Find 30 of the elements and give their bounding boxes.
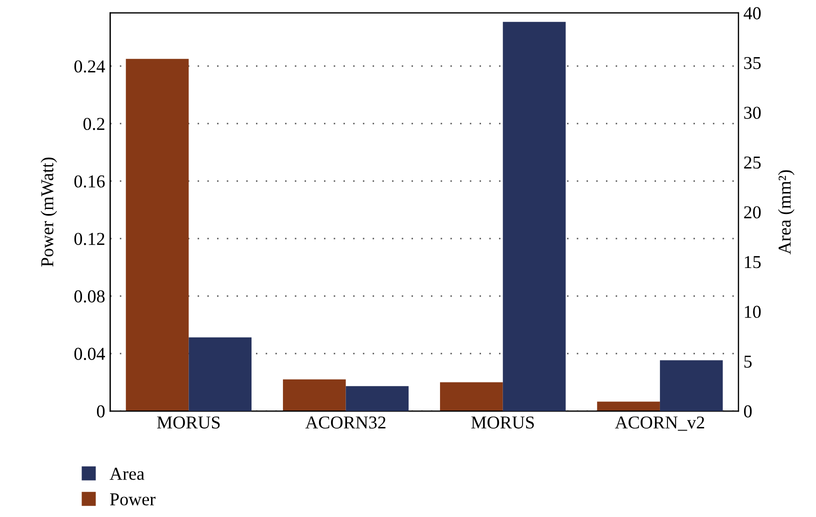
y2-tick-label: 0: [744, 405, 752, 418]
y2-axis-title: Area (mm²): [778, 170, 794, 254]
bar: [597, 402, 660, 412]
y2-tick-label: 20: [744, 206, 761, 218]
y2-tick-label: 5: [744, 356, 752, 368]
y2-tick-label: 25: [744, 156, 761, 169]
x-tick-label: ACORN_v2: [614, 416, 704, 431]
y2-tick-label: 35: [744, 56, 761, 70]
y-tick-label: 0: [96, 405, 105, 418]
legend-label: Power: [110, 493, 156, 506]
y-tick-label: 0.16: [74, 175, 105, 188]
y-tick-label: 0.24: [74, 60, 106, 73]
y-tick-label: 0.08: [74, 290, 105, 303]
y2-tick-label: 10: [744, 306, 761, 318]
y-axis-title: Power (mWatt): [40, 158, 58, 267]
x-tick-label: MORUS: [471, 416, 534, 429]
y-tick-label: 0.2: [83, 118, 104, 130]
bar: [440, 382, 503, 412]
y-tick-label: 0.04: [74, 348, 106, 360]
legend-label: Area: [110, 468, 144, 480]
bar: [502, 22, 566, 412]
x-tick-label: ACORN32: [305, 416, 386, 429]
bar: [126, 58, 189, 412]
y-tick-label: 0.12: [74, 232, 104, 246]
y2-tick-label: 15: [744, 256, 761, 268]
bar: [188, 337, 252, 412]
bar: [660, 360, 723, 412]
y2-tick-label: 30: [744, 106, 761, 119]
x-tick-label: MORUS: [157, 416, 220, 429]
y2-tick-label: 40: [744, 7, 761, 20]
